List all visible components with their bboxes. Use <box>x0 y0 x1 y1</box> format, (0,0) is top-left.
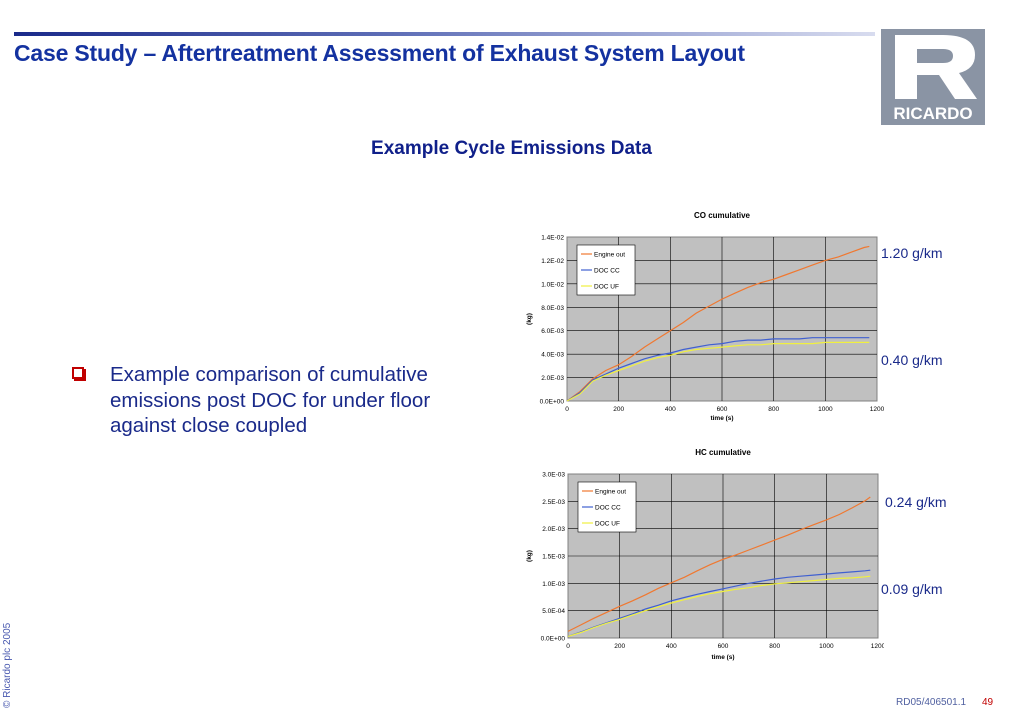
x-tick-label: 1200 <box>871 643 884 650</box>
y-tick-label: 6.0E-03 <box>541 328 564 335</box>
series-line-doc-uf <box>566 341 870 402</box>
legend-label: DOC CC <box>595 504 621 511</box>
page-number: 49 <box>982 697 994 708</box>
x-tick-label: 0 <box>565 406 569 413</box>
y-tick-label: 2.5E-03 <box>542 499 565 506</box>
logo-text: RICARDO <box>881 103 985 125</box>
y-tick-label: 8.0E-03 <box>541 305 564 312</box>
co-cumulative-chart: CO cumulative 0.0E+00 2.0E-03 4.0E-03 6.0E-0… <box>526 211 884 422</box>
x-tick-label: 0 <box>566 643 570 650</box>
series-line-doc-cc <box>567 569 871 637</box>
x-tick-label: 200 <box>614 643 625 650</box>
ricardo-r-mark-icon <box>881 29 985 103</box>
y-tick-label: 1.0E-03 <box>542 581 565 588</box>
series-line-engine-out <box>567 496 871 632</box>
y-tick-label: 0.0E+00 <box>541 636 566 643</box>
x-tick-label: 1000 <box>819 643 834 650</box>
checkbox-bullet-icon <box>72 367 86 381</box>
co-doc-value: 0.40 g/km <box>881 352 943 368</box>
x-tick-label: 1200 <box>870 406 884 413</box>
y-tick-label: 3.0E-03 <box>542 472 565 479</box>
legend-label: DOC UF <box>595 520 620 527</box>
chart-title: HC cumulative <box>695 448 751 457</box>
hc-cumulative-chart: HC cumulative 0.0E+00 5.0E-04 1.0E-03 1.5E-0… <box>526 448 884 661</box>
slide-title: Case Study – Aftertreatment Assessment o… <box>14 40 745 66</box>
series-line-doc-uf <box>567 575 871 637</box>
y-tick-label: 1.4E-02 <box>541 235 564 242</box>
x-tick-label: 400 <box>666 643 677 650</box>
y-tick-label: 1.0E-02 <box>541 281 564 288</box>
hc-engine-out-value: 0.24 g/km <box>885 494 947 510</box>
series-line-engine-out <box>566 245 870 402</box>
x-tick-label: 200 <box>613 406 624 413</box>
co-engine-out-value: 1.20 g/km <box>881 245 943 261</box>
y-tick-label: 2.0E-03 <box>542 526 565 533</box>
x-tick-label: 400 <box>665 406 676 413</box>
x-axis-label: time (s) <box>710 415 733 422</box>
y-axis-label: (kg) <box>526 313 533 325</box>
bullet-text: Example comparison of cumulative emissio… <box>110 363 431 437</box>
copyright-note: © Ricardo plc 2005 <box>2 612 16 708</box>
x-tick-label: 600 <box>718 643 729 650</box>
y-tick-label: 0.0E+00 <box>540 399 565 406</box>
y-tick-label: 4.0E-03 <box>541 352 564 359</box>
x-tick-label: 800 <box>769 643 780 650</box>
x-tick-label: 1000 <box>818 406 833 413</box>
y-tick-label: 1.5E-03 <box>542 554 565 561</box>
legend-label: Engine out <box>594 251 625 258</box>
y-tick-label: 2.0E-03 <box>541 375 564 382</box>
hc-doc-value: 0.09 g/km <box>881 581 943 597</box>
x-axis-label: time (s) <box>711 654 734 661</box>
x-tick-label: 800 <box>768 406 779 413</box>
section-subtitle: Example Cycle Emissions Data <box>371 138 652 159</box>
x-tick-label: 600 <box>717 406 728 413</box>
y-tick-label: 5.0E-04 <box>542 608 565 615</box>
legend-label: Engine out <box>595 488 626 495</box>
legend-label: DOC CC <box>594 267 620 274</box>
y-axis-label: (kg) <box>526 550 533 562</box>
legend-label: DOC UF <box>594 283 619 290</box>
series-line-doc-cc <box>566 337 870 402</box>
ricardo-logo: RICARDO <box>881 29 985 125</box>
title-underline <box>14 32 875 36</box>
copyright-text: © Ricardo plc 2005 <box>2 622 13 708</box>
document-reference: RD05/406501.1 <box>896 697 967 708</box>
chart-title: CO cumulative <box>694 211 751 220</box>
y-tick-label: 1.2E-02 <box>541 258 564 265</box>
